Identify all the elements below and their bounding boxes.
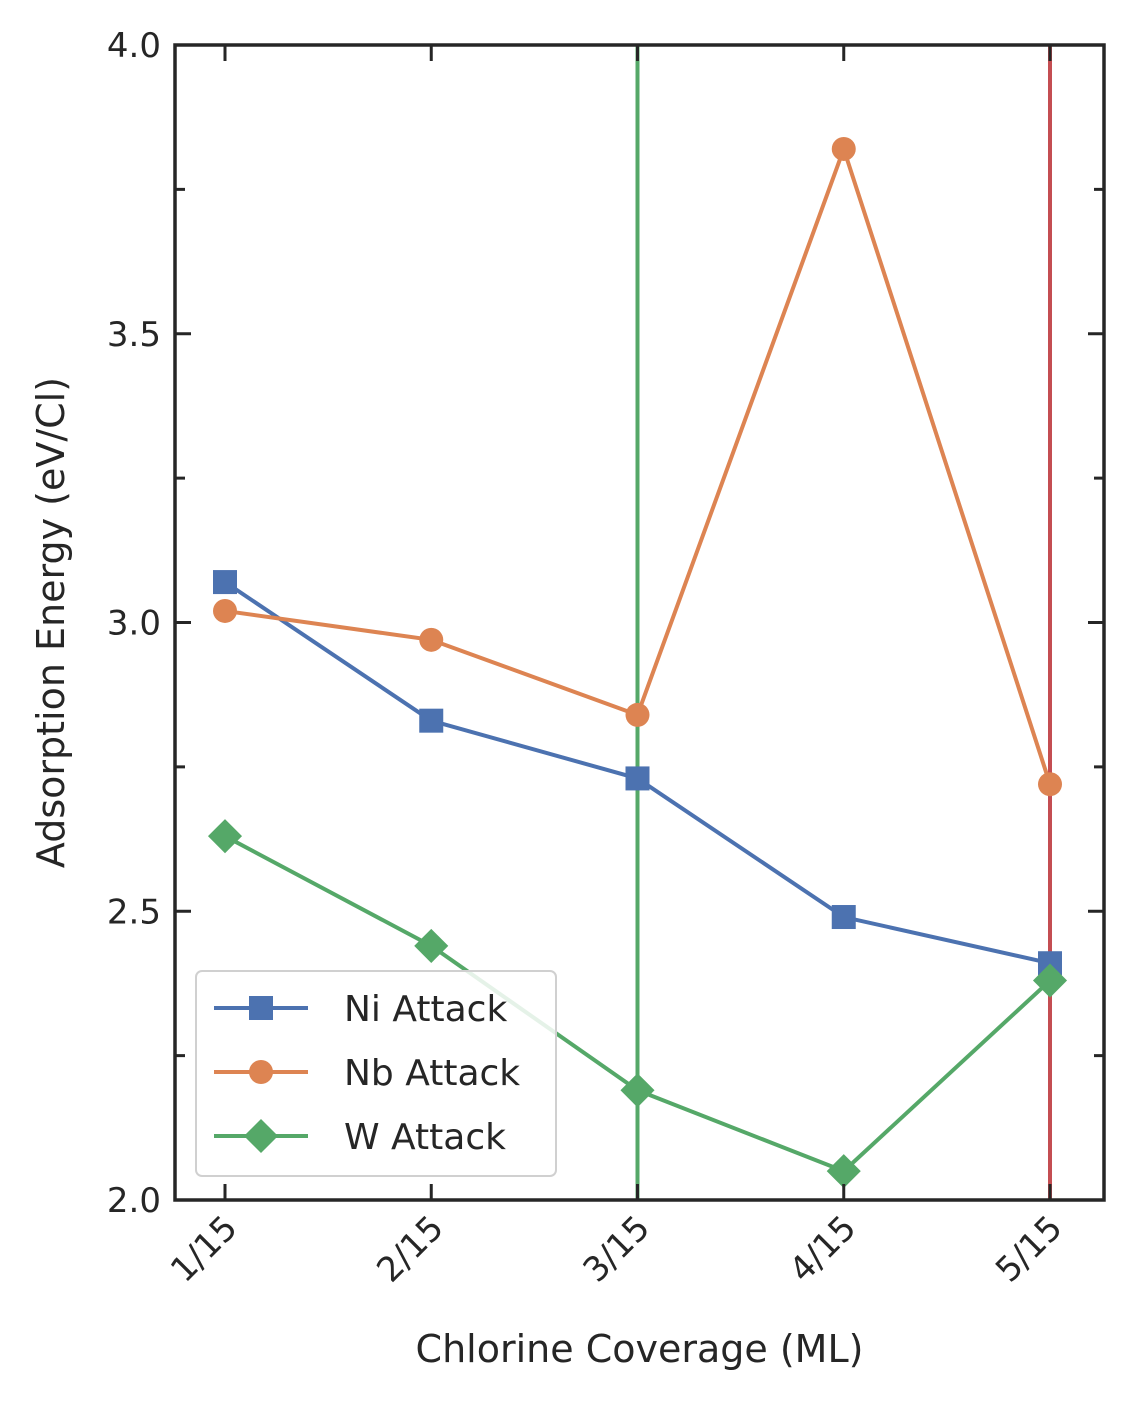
- data-point: [207, 819, 243, 854]
- data-point: [1038, 772, 1062, 797]
- y-tick-label: 4.0: [107, 26, 161, 66]
- data-point: [419, 708, 444, 733]
- x-tick-label: 5/15: [988, 1208, 1070, 1290]
- x-tick-label: 2/15: [369, 1208, 451, 1290]
- y-tick-label: 3.0: [107, 604, 161, 644]
- legend-label: W Attack: [344, 1117, 506, 1158]
- data-point: [419, 627, 444, 652]
- legend-box: [195, 970, 557, 1177]
- data-point: [625, 766, 650, 791]
- x-axis-title: Chlorine Coverage (ML): [416, 1327, 864, 1371]
- y-axis-title: Adsorption Energy (eV/Cl): [29, 377, 73, 868]
- data-point: [826, 1154, 861, 1189]
- data-point: [414, 928, 449, 963]
- series-w-attack: [207, 819, 1068, 1189]
- data-point: [1032, 963, 1068, 998]
- legend-item: Nb Attack: [214, 1053, 520, 1094]
- legend-item: W Attack: [214, 1117, 506, 1158]
- x-tick-label: 1/15: [163, 1208, 245, 1290]
- y-tick-label: 2.5: [107, 892, 161, 932]
- data-point: [213, 570, 237, 595]
- legend-item: Ni Attack: [214, 989, 507, 1030]
- series-layer: [207, 136, 1068, 1189]
- data-point: [213, 598, 237, 623]
- data-point: [620, 1073, 655, 1108]
- legend-label: Ni Attack: [344, 989, 507, 1030]
- legend-marker-circle-icon: [249, 1060, 273, 1084]
- x-tick-label: 3/15: [576, 1208, 658, 1290]
- x-tick-label: 4/15: [782, 1208, 864, 1290]
- data-point: [625, 702, 650, 727]
- legend-marker-square-icon: [249, 996, 273, 1020]
- series-nb-attack: [213, 136, 1062, 797]
- legend: Ni Attack Nb Attack W Attack: [195, 970, 557, 1177]
- y-tick-label: 2.0: [107, 1181, 161, 1221]
- y-tick-label: 3.5: [107, 315, 161, 355]
- data-point: [831, 905, 856, 930]
- legend-label: Nb Attack: [344, 1053, 520, 1094]
- legend-marker-diamond-icon: [243, 1118, 279, 1154]
- vertical-lines: [635, 45, 1052, 1200]
- data-point: [831, 136, 856, 161]
- series-ni-attack: [213, 570, 1062, 976]
